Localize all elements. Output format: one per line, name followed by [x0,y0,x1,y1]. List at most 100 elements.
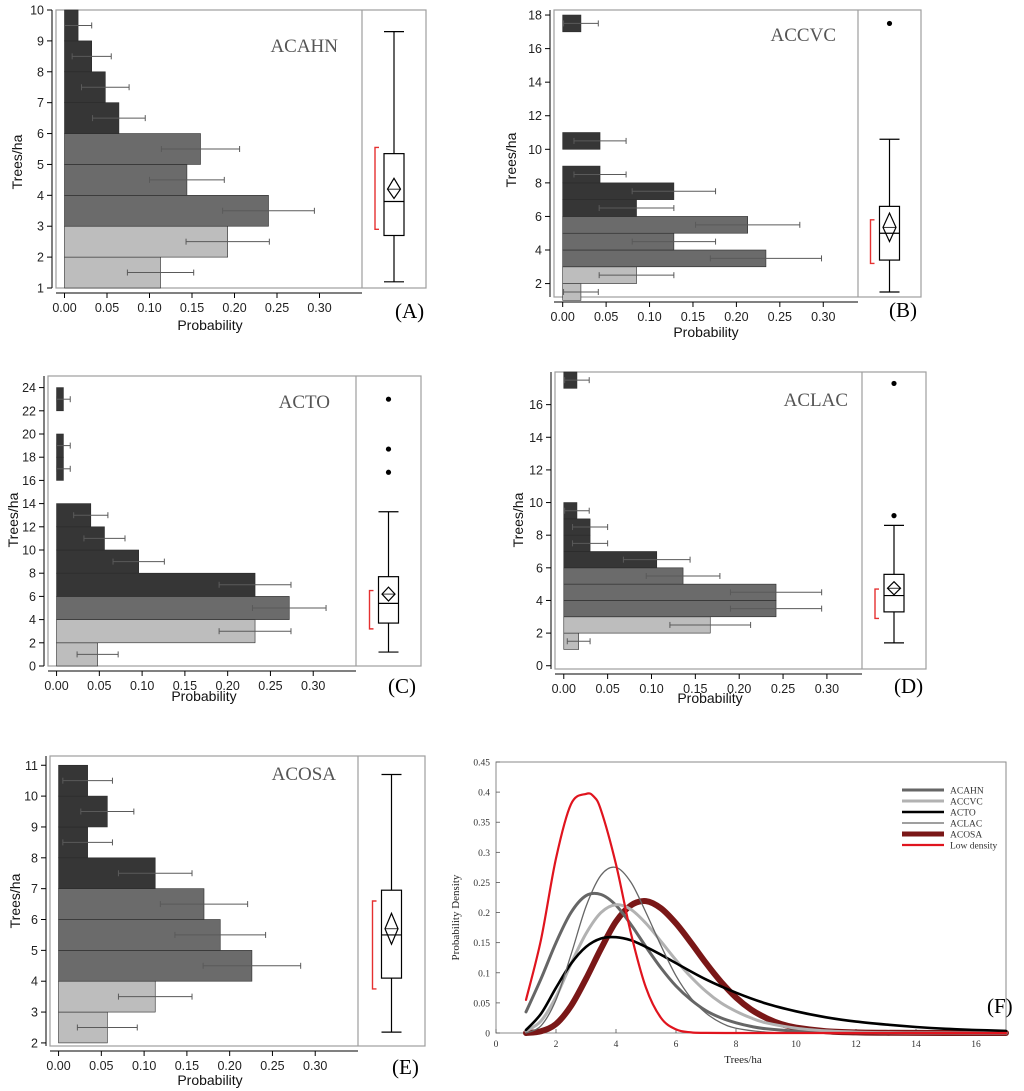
y-tick-label: 12 [22,520,36,534]
y-tick-label: 16 [22,474,36,488]
box-mean-diamond [386,177,402,200]
y-axis-title: Trees/ha [510,492,526,547]
x-tick-label: 0.25 [258,679,282,693]
x-tick-label: 14 [911,1040,921,1050]
y-axis-title: Trees/ha [5,492,21,547]
density-curve-low-density [524,792,1008,1035]
legend-label: ACCVC [950,798,983,808]
y-tick-label: 0.1 [478,969,490,979]
x-tick-label: 0.30 [815,682,839,696]
x-tick-label: 0.05 [89,1059,113,1073]
panel-frame [554,371,927,670]
y-tick-label: 5 [37,158,44,172]
y-tick-label: 0.35 [473,819,490,829]
panel-e: 0.00 0.05 0.10 0.15 0.20 0.25 0.30 Probability 2… [7,755,426,1088]
x-axis-title: Trees/ha [724,1054,762,1066]
y-tick-label: 2 [535,277,542,291]
box-outlier [385,469,392,475]
x-tick-label: 0.10 [130,679,154,693]
panel-f: 0 0.05 0.1 0.15 0.2 0.25 0.3 0.35 0.4 0.45 0 2 4 6 8 10… [450,759,1013,1067]
panel-label: (B) [889,298,917,322]
box-iqr [380,889,403,979]
x-axis-title: Probability [177,317,242,333]
box-shortest-half-bracket [368,589,374,630]
x-tick-label: 4 [614,1040,619,1050]
box-mean-diamond [384,911,399,946]
y-tick-label: 8 [31,851,38,865]
x-tick-label: 0.20 [215,679,239,693]
y-tick-label: 0 [536,659,543,673]
x-tick-label: 0.25 [771,682,795,696]
x-tick-label: 0.30 [303,1059,327,1073]
box-mean-diamond [381,586,396,602]
panel-d: 0.00 0.05 0.10 0.15 0.20 0.25 0.30 Probability 0… [510,371,927,706]
y-tick-label: 11 [25,759,38,773]
y-tick-label: 0.15 [473,939,490,949]
y-tick-label: 0.4 [478,789,490,799]
x-tick-label: 0.10 [137,301,161,315]
x-tick-label: 0.20 [727,682,751,696]
box-outlier [891,380,897,387]
y-tick-label: 6 [536,561,543,575]
y-tick-label: 3 [37,220,44,234]
y-tick-label: 2 [29,636,36,650]
y-tick-label: 4 [536,594,543,608]
x-tick-label: 0.20 [222,301,246,315]
box-outlier [891,513,897,519]
x-tick-label: 0.00 [552,682,576,696]
x-tick-label: 0.10 [132,1059,156,1073]
y-tick-label: 24 [22,381,36,395]
y-tick-label: 0.3 [478,849,490,859]
y-tick-label: 1 [37,282,44,296]
x-tick-label: 0.15 [681,310,705,324]
y-tick-label: 8 [37,65,44,79]
y-tick-label: 22 [22,404,36,418]
box-shortest-half-bracket [874,588,879,620]
histogram-bar [64,133,201,165]
legend-label: Low density [950,842,997,852]
x-axis-title: Probability [673,324,738,340]
density-curve-acosa [523,897,1009,1037]
y-axis-title: Trees/ha [7,873,23,928]
box-shortest-half-bracket [374,146,379,231]
y-tick-label: 18 [528,9,542,23]
y-tick-label: 20 [22,428,36,442]
legend-label: ACLAC [950,820,982,830]
y-axis-title: Trees/ha [9,134,25,189]
y-tick-label: 3 [31,1006,38,1020]
y-tick-label: 6 [37,127,44,141]
legend-label: ACAHN [950,787,984,797]
x-tick-label: 6 [674,1040,679,1050]
y-tick-label: 0.45 [473,759,490,769]
x-tick-label: 0.00 [44,679,68,693]
y-tick-label: 0.05 [473,999,490,1009]
box-outlier [886,20,893,27]
x-tick-label: 0.10 [639,682,663,696]
x-tick-label: 0.15 [180,301,204,315]
box-mean-diamond [886,580,902,596]
box-shortest-half-bracket [371,900,377,990]
chart-title: ACCVC [771,25,836,46]
y-tick-label: 18 [22,451,36,465]
x-axis-title: Probability [171,688,236,704]
legend-label: ACOSA [950,831,982,841]
box-iqr [383,153,405,237]
y-tick-label: 6 [29,590,36,604]
box-shortest-half-bracket [869,219,875,265]
panel-label: (D) [894,674,923,698]
y-tick-label: 14 [22,497,36,511]
y-tick-label: 0.25 [473,879,490,889]
y-tick-label: 14 [528,76,542,90]
y-tick-label: 4 [29,613,36,627]
density-curve-accvc [524,903,1008,1035]
box-mean-diamond [882,211,897,244]
y-tick-label: 5 [31,944,38,958]
box-iqr [377,576,400,624]
y-tick-label: 10 [24,790,38,804]
x-tick-label: 0.05 [594,310,618,324]
x-tick-label: 2 [554,1040,559,1050]
panel-label: (E) [392,1055,419,1079]
panel-label: (A) [395,299,424,323]
chart-title: ACLAC [784,390,848,411]
